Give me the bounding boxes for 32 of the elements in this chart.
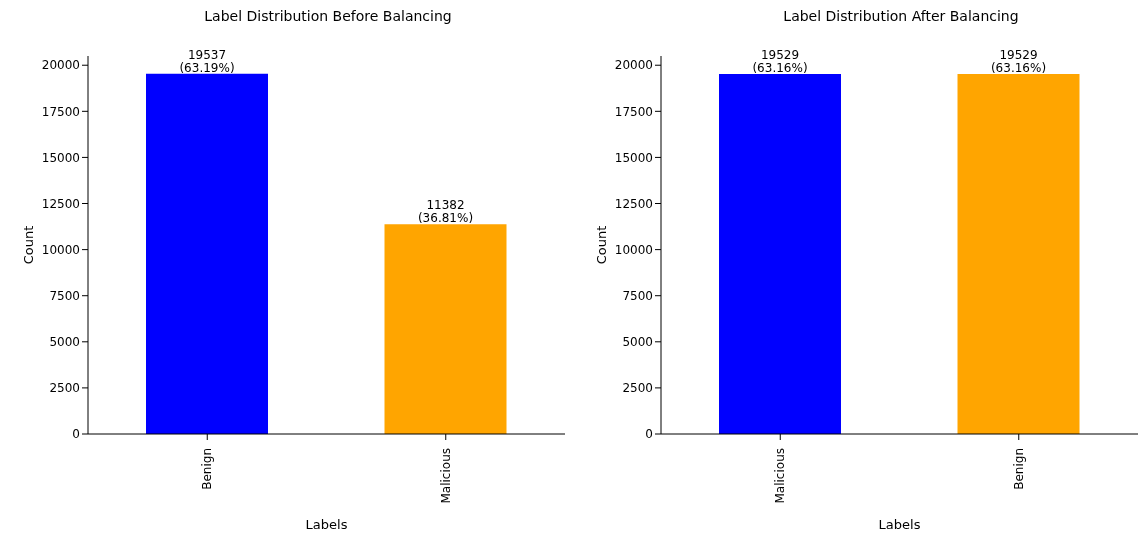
y-tick-label: 15000 <box>614 150 653 165</box>
x-tick-label: Benign <box>1011 448 1026 490</box>
x-tick-label: Malicious <box>773 448 788 504</box>
x-axis-title: Labels <box>878 517 921 532</box>
y-tick-label: 2500 <box>622 381 653 396</box>
data-label: 19529 (63.16%) <box>752 47 808 75</box>
y-tick-label: 10000 <box>41 242 80 257</box>
y-tick-label: 5000 <box>49 335 80 350</box>
y-tick-label: 15000 <box>41 150 80 165</box>
y-tick-label: 7500 <box>622 288 653 303</box>
data-label: 11382 (36.81%) <box>417 198 474 226</box>
y-tick-label: 20000 <box>614 58 653 73</box>
x-tick-label: Benign <box>200 448 215 490</box>
data-label: 19537 (63.19%) <box>179 47 235 75</box>
y-tick-label: 5000 <box>622 335 653 350</box>
y-tick-label: 0 <box>72 427 80 442</box>
y-tick-label: 10000 <box>614 242 653 257</box>
y-tick-label: 20000 <box>41 58 80 73</box>
x-axis-title: Labels <box>305 517 348 532</box>
y-tick-label: 12500 <box>41 196 80 211</box>
chart-title: Label Distribution After Balancing <box>782 8 1020 24</box>
y-axis-title: Count <box>593 225 609 265</box>
y-axis-title: Count <box>20 225 36 265</box>
y-tick-label: 12500 <box>614 196 653 211</box>
x-tick-label: Malicious <box>438 448 453 504</box>
y-tick-label: 2500 <box>49 381 80 396</box>
y-tick-label: 17500 <box>41 104 80 119</box>
y-tick-label: 0 <box>645 427 653 442</box>
chart-title: Label Distribution Before Balancing <box>203 8 453 24</box>
data-label: 19529 (63.16%) <box>990 47 1047 75</box>
y-tick-label: 17500 <box>614 104 653 119</box>
y-tick-label: 7500 <box>49 288 80 303</box>
